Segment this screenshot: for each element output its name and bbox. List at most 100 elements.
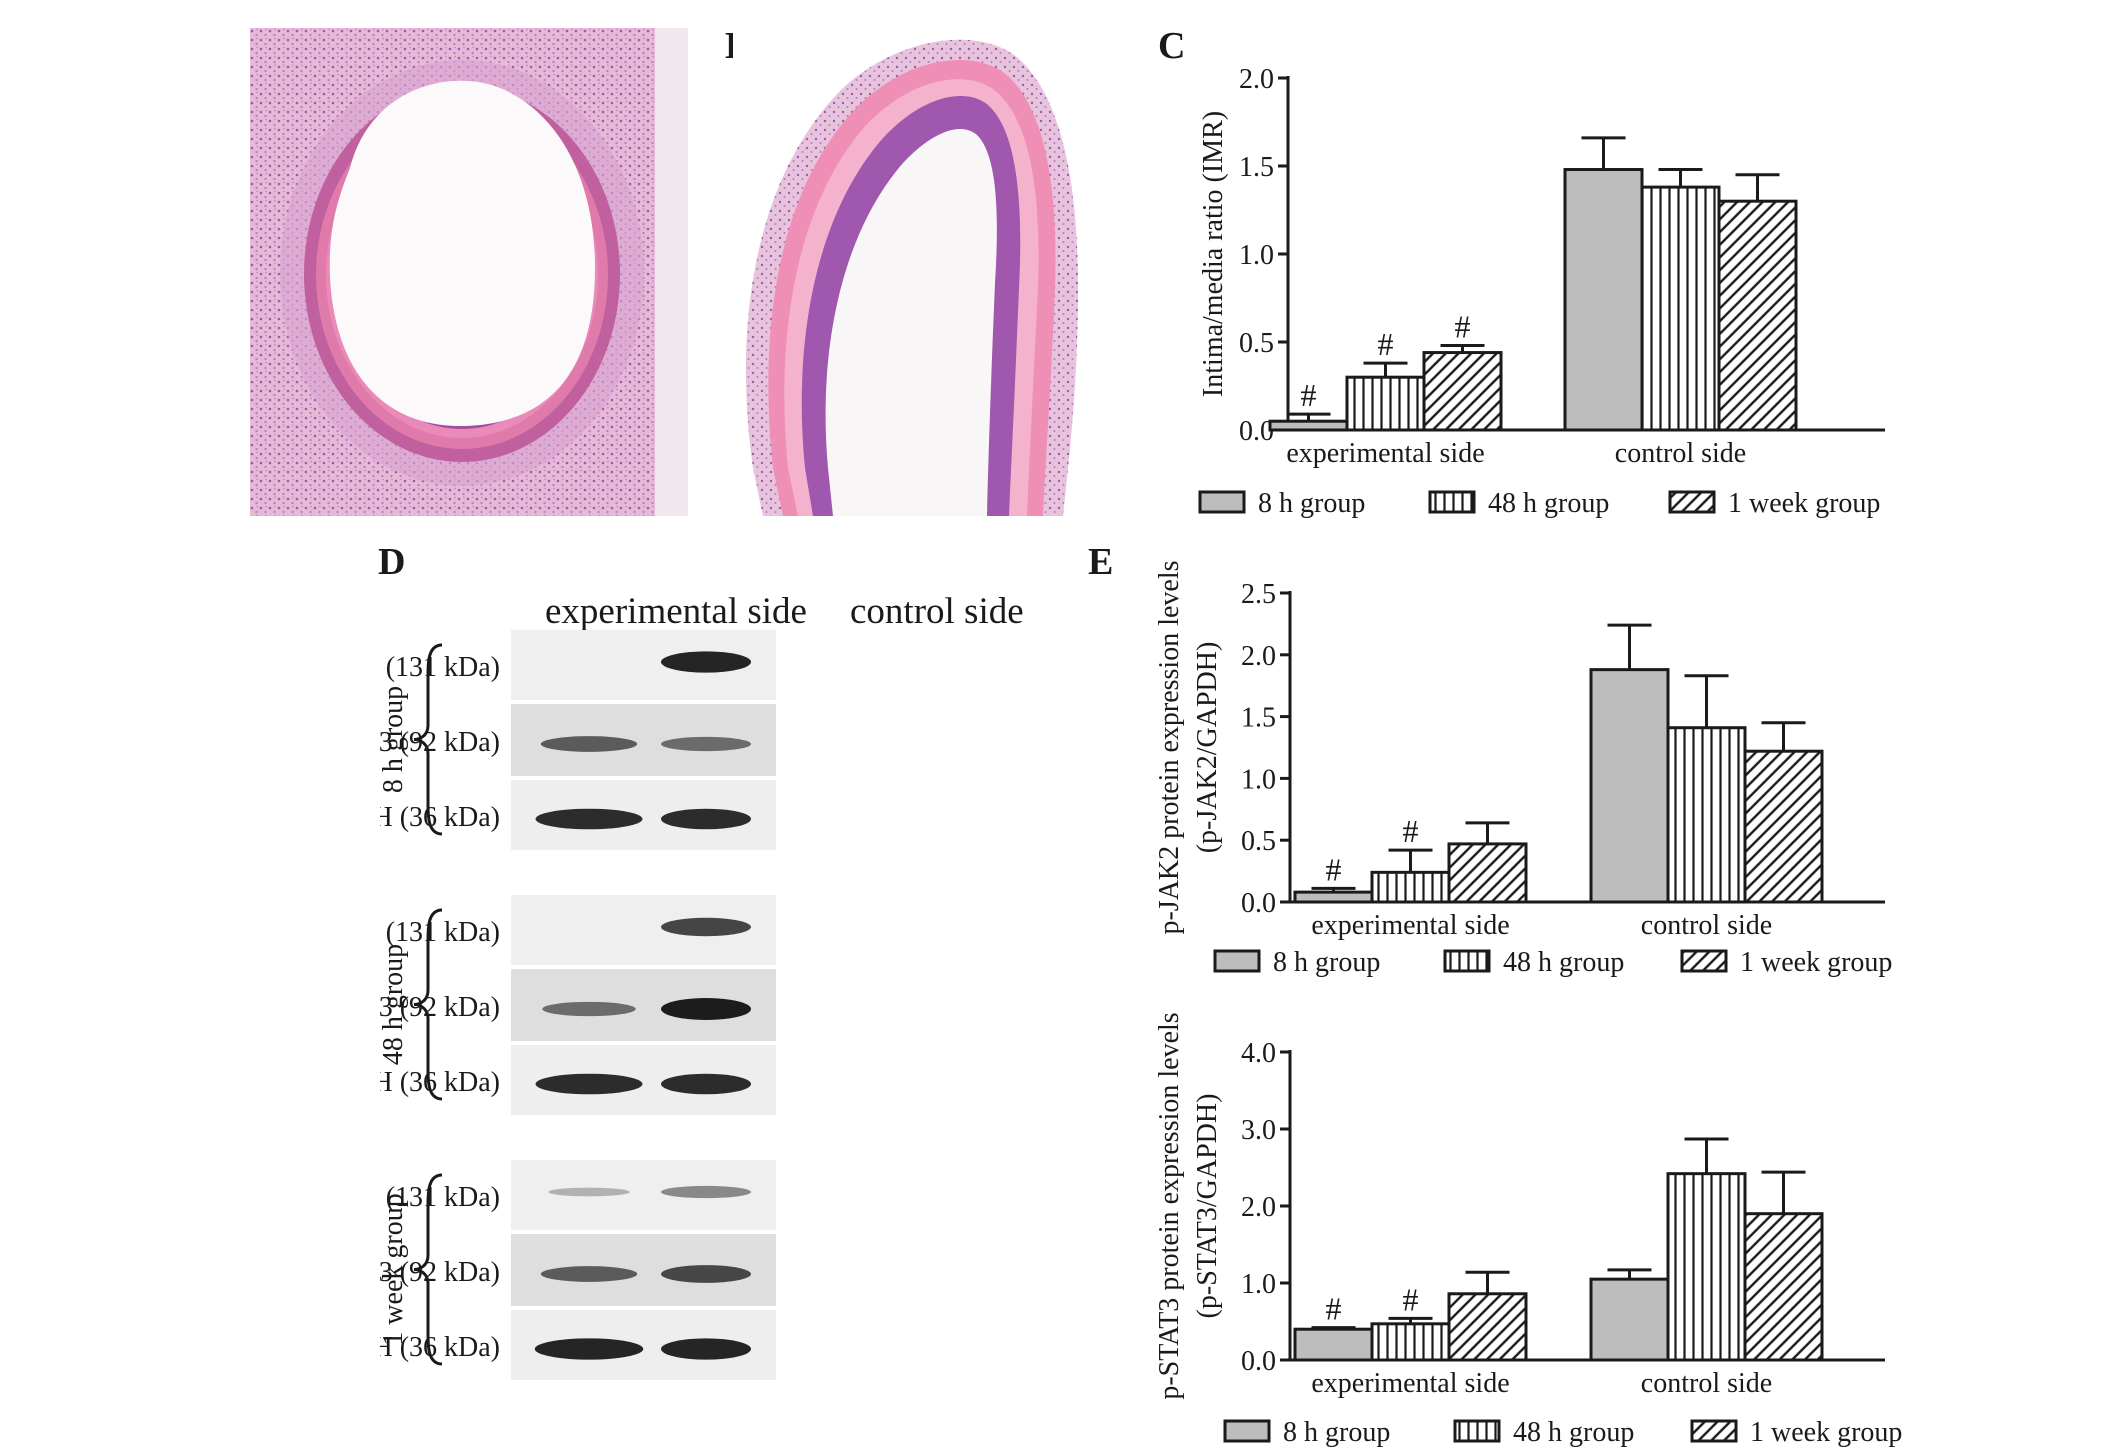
blot-band-label: p-JAK2 (131 kDa) [380,1182,500,1213]
bar [1743,749,1824,904]
x-category-label: experimental side [1311,1368,1509,1399]
blot-band-label: p-STAT3 (92 kDa) [380,1257,500,1288]
y-tick-label: 1.5 [1241,703,1276,734]
y-axis-title: p-JAK2 protein expression levels [1154,560,1185,934]
bar [1563,168,1644,432]
blot-band [542,1001,636,1017]
y-axis-subtitle: (p-JAK2/GAPDH) [1192,642,1223,854]
legend-label: 48 h group [1503,947,1624,978]
histology-image-a [250,28,688,516]
histology-image-b [733,28,1133,516]
bar [1268,419,1349,432]
x-category-label: control side [1615,438,1746,469]
significance-mark: # [1326,1291,1342,1327]
legend-swatch [1428,490,1476,514]
legend-label: 8 h group [1273,947,1380,978]
blot-band [534,1338,644,1360]
blot-header-control: control side [850,591,1024,632]
panel-label-e: E [1088,541,1114,583]
x-category-label: control side [1641,1368,1772,1399]
y-tick-label: 1.0 [1241,764,1276,795]
legend-swatch [1443,949,1491,973]
bar [1422,351,1503,432]
y-axis-title: p-STAT3 protein expression levels [1154,1012,1185,1399]
legend-swatch [1223,1419,1271,1443]
blot-band [661,1338,751,1360]
y-axis-subtitle: (p-STAT3/GAPDH) [1192,1094,1223,1319]
legend-label: 48 h group [1488,488,1609,519]
significance-mark: # [1301,377,1317,413]
blot-band [540,1266,638,1282]
y-tick-label: 1.0 [1239,240,1274,271]
blot-band [540,736,638,752]
bar [1666,1172,1747,1362]
legend-swatch [1453,1419,1501,1443]
y-tick-label: 0.0 [1241,1346,1276,1377]
western-blot-panel: experimental side control side p-JAK2 (1… [380,560,1080,1440]
legend-label: 48 h group [1513,1417,1634,1448]
blot-band [661,651,751,673]
bar [1743,1212,1824,1362]
bar [1447,842,1528,904]
blot-band-label: GAPDH (36 kDa) [380,1067,500,1098]
legend-label: 1 week group [1750,1417,1902,1448]
blot-band [548,1187,630,1197]
bar [1370,870,1451,904]
legend-label: 8 h group [1283,1417,1390,1448]
y-tick-label: 3.0 [1241,1115,1276,1146]
x-category-label: experimental side [1311,910,1509,941]
x-category-label: experimental side [1286,438,1484,469]
blot-band [661,736,751,752]
significance-mark: # [1326,851,1342,887]
x-category-label: control side [1641,910,1772,941]
bar [1293,890,1374,904]
blot-band [661,808,751,830]
blot-band-label: GAPDH (36 kDa) [380,1332,500,1363]
blot-band [661,1265,751,1283]
y-tick-label: 2.0 [1239,64,1274,95]
legend-swatch [1213,949,1261,973]
blot-band-label: p-STAT3 (92 kDa) [380,727,500,758]
significance-mark: # [1455,309,1471,345]
y-tick-label: 2.0 [1241,1192,1276,1223]
blot-group-label: 48 h group [380,944,409,1065]
panel-label-d: D [378,541,406,583]
bar [1589,668,1670,904]
blot-band [661,917,751,937]
blot-band [661,998,751,1020]
chart-p-stat3: 0.0 1.0 2.0 3.0 4.0 p-STAT3 protein expressio… [1154,1012,1902,1448]
legend-swatch [1680,949,1728,973]
group-brace [413,643,443,836]
blot-svg: p-JAK2 (131 kDa) p-STAT3 (92 kDa) GAPDH (3… [380,630,776,1380]
y-tick-label: 1.0 [1241,1269,1276,1300]
blot-group-label: 8 h group [380,686,409,793]
chart-p-jak2: 0.0 0.5 1.0 1.5 2.0 2.5 p-JAK2 protein express… [1154,560,1892,978]
legend-label: 1 week group [1740,947,1892,978]
blot-band-label: p-JAK2 (131 kDa) [380,917,500,948]
legend-swatch [1668,490,1716,514]
chart-imr: 0.0 0.5 1.0 1.5 2.0 Intima/media ratio (IMR) #… [1198,64,1885,519]
blot-band [535,808,643,830]
blot-group-label: 1 week group [380,1193,409,1345]
y-tick-label: 0.5 [1239,328,1274,359]
bar [1447,1292,1528,1362]
y-tick-label: 0.0 [1239,416,1274,447]
significance-mark: # [1403,813,1419,849]
blot-band-label: p-STAT3 (92 kDa) [380,992,500,1023]
blot-band [661,1073,751,1095]
y-tick-label: 1.5 [1239,152,1274,183]
bar [1717,199,1798,432]
group-brace [413,1173,443,1366]
bar [1370,1322,1451,1362]
y-tick-label: 0.5 [1241,826,1276,857]
blot-strip [511,1160,776,1230]
legend-swatch [1690,1419,1738,1443]
bar [1345,375,1426,432]
legend-label: 8 h group [1258,488,1365,519]
blot-band [535,1073,643,1095]
significance-mark: # [1403,1281,1419,1317]
bar [1666,726,1747,904]
y-tick-label: 2.5 [1241,579,1276,610]
y-tick-label: 2.0 [1241,641,1276,672]
blot-header-experimental: experimental side [545,591,807,632]
